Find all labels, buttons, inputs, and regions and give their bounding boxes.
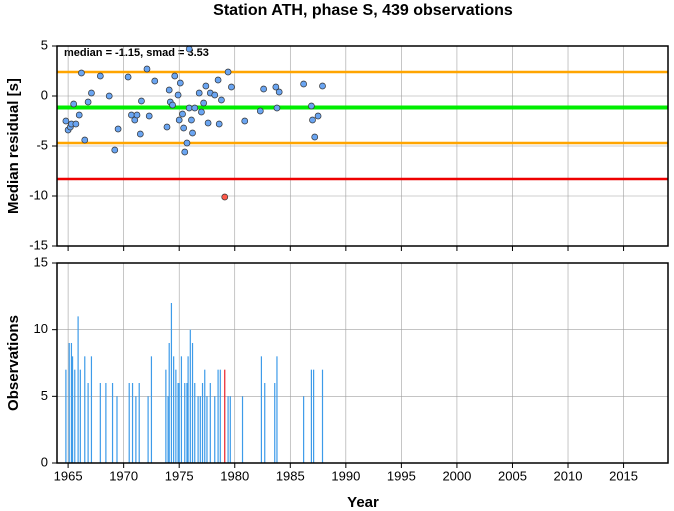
point <box>228 83 235 91</box>
point <box>62 117 70 125</box>
y-tick-label: 0 <box>41 454 48 469</box>
point <box>180 124 187 132</box>
point <box>169 101 176 109</box>
point <box>96 72 104 80</box>
point <box>175 116 183 124</box>
point <box>81 136 89 144</box>
point <box>319 82 326 90</box>
chart-title: Station ATH, phase S, 439 observations <box>213 2 513 19</box>
x-tick-label: 2000 <box>442 468 471 483</box>
point <box>105 92 113 100</box>
point <box>191 104 199 112</box>
point <box>151 77 159 85</box>
point <box>309 116 316 124</box>
point <box>138 97 145 105</box>
y-tick-label: 10 <box>34 321 48 336</box>
point <box>163 123 171 131</box>
y-axis-label: Median residual [s] <box>5 78 22 214</box>
x-tick-label: 1980 <box>220 468 249 483</box>
x-tick-label: 2010 <box>554 468 583 483</box>
point <box>84 98 92 106</box>
y-tick-label: 15 <box>34 254 48 269</box>
point <box>214 76 222 84</box>
x-tick-label: 1970 <box>109 468 138 483</box>
y-tick-label: 5 <box>41 388 48 403</box>
x-tick-label: 1985 <box>276 468 305 483</box>
point <box>133 111 141 119</box>
point <box>136 130 144 138</box>
x-tick-label: 1990 <box>331 468 360 483</box>
point <box>111 146 119 154</box>
point <box>215 120 223 128</box>
point <box>176 79 184 87</box>
point <box>78 69 85 77</box>
point <box>273 104 281 112</box>
point <box>70 100 78 108</box>
point <box>211 91 219 99</box>
point <box>171 72 179 80</box>
point <box>75 111 83 119</box>
point <box>114 125 122 133</box>
y-tick-label: -15 <box>29 237 48 252</box>
point <box>200 99 207 107</box>
point <box>241 117 249 125</box>
point <box>179 110 186 118</box>
point <box>165 86 173 94</box>
y-tick-label: -10 <box>29 187 48 202</box>
y-tick-label: 0 <box>41 87 48 102</box>
point <box>256 107 264 115</box>
point <box>145 112 153 120</box>
point <box>72 120 80 128</box>
y-axis-label: Observations <box>5 315 22 411</box>
annotation: median = -1.15, smad = 3.53 <box>64 47 209 59</box>
point <box>272 83 280 91</box>
point <box>221 193 229 201</box>
point <box>185 45 193 53</box>
point <box>224 68 232 76</box>
point <box>183 139 191 147</box>
x-tick-label: 1975 <box>165 468 194 483</box>
point <box>202 82 210 90</box>
point <box>88 89 95 97</box>
point <box>308 102 315 110</box>
point <box>275 88 283 96</box>
point <box>189 129 196 137</box>
point <box>143 65 151 73</box>
x-tick-label: 2015 <box>609 468 638 483</box>
x-tick-label: 2005 <box>498 468 527 483</box>
point <box>185 104 193 112</box>
point <box>311 133 319 141</box>
point <box>218 96 225 104</box>
point <box>198 108 205 116</box>
point <box>188 116 195 124</box>
point <box>314 112 322 120</box>
point <box>204 119 212 127</box>
point <box>181 148 189 156</box>
point <box>174 91 182 99</box>
x-tick-label: 1995 <box>387 468 416 483</box>
x-tick-label: 1965 <box>54 468 83 483</box>
point <box>260 85 267 93</box>
point <box>300 80 307 88</box>
plot-frame <box>56 262 669 464</box>
x-axis-label: Year <box>347 494 379 511</box>
point <box>195 89 203 97</box>
point <box>124 73 132 81</box>
y-tick-label: 5 <box>41 37 48 52</box>
y-tick-label: -5 <box>36 137 48 152</box>
plot-frame <box>56 45 669 247</box>
